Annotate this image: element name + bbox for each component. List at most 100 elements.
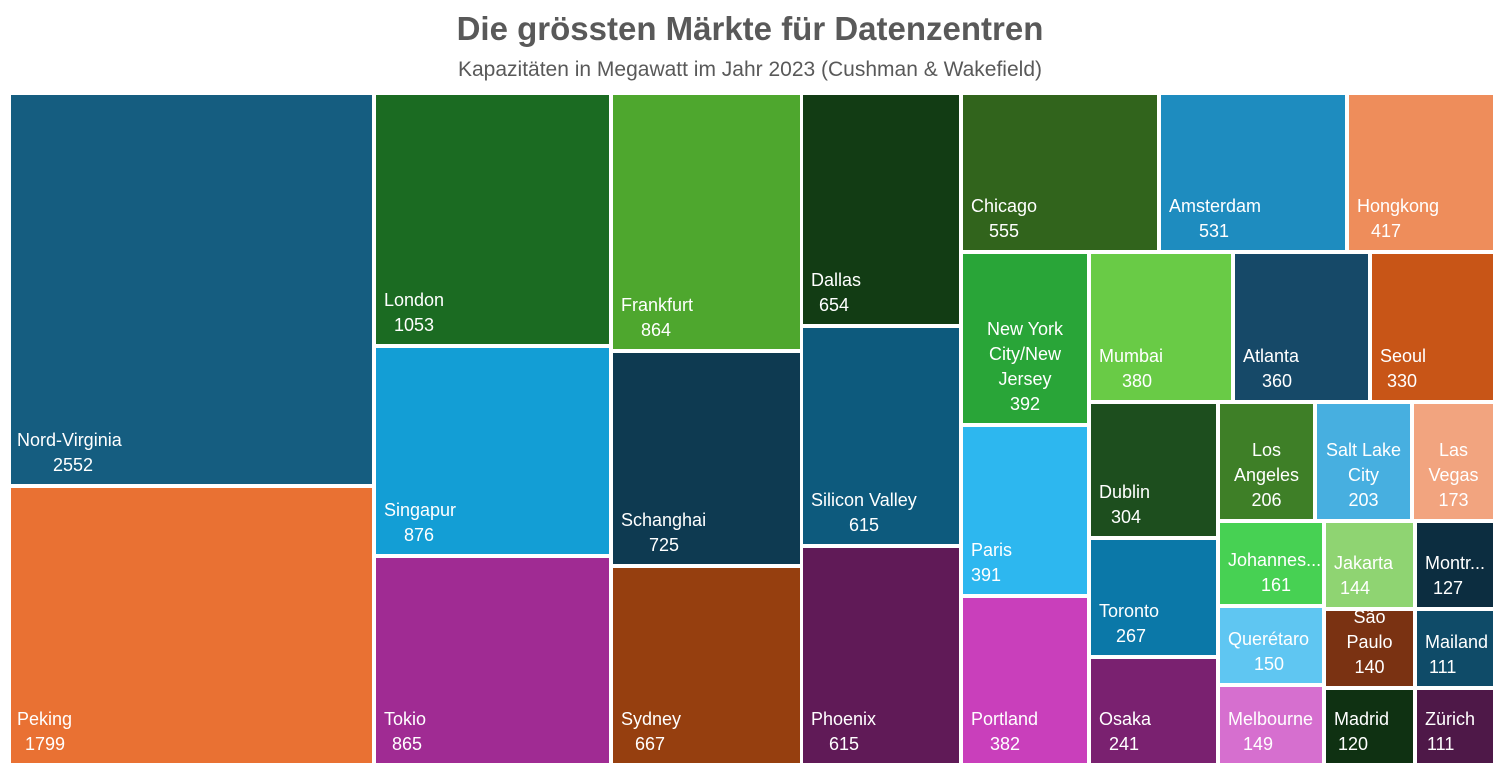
- tile-value: 267: [1116, 626, 1147, 646]
- chart-title: Die grössten Märkte für Datenzentren: [456, 10, 1044, 47]
- treemap-tile-sao-paulo: São Paulo 140: [1323, 608, 1416, 689]
- tile-value: 1053: [394, 315, 435, 335]
- treemap-tile-nord-virginia: Nord-Virginia 2552: [8, 92, 375, 487]
- treemap-tile-peking: Peking 1799: [8, 485, 375, 766]
- tile-label: Mumbai: [1099, 346, 1164, 366]
- tile-value: 144: [1340, 578, 1371, 598]
- tile-value: 417: [1371, 221, 1402, 241]
- tile-label: Frankfurt: [621, 295, 694, 315]
- tile-value: 203: [1348, 490, 1379, 510]
- treemap-tile-johannes: Johannes... 161: [1217, 520, 1325, 607]
- treemap-tile-los-angeles: Los Angeles 206: [1217, 401, 1316, 522]
- tile-label: Jakarta: [1334, 553, 1394, 573]
- treemap-tile-amsterdam: Amsterdam 531: [1158, 92, 1348, 253]
- treemap-tile-singapur: Singapur 876: [373, 345, 612, 557]
- tile-value: 161: [1261, 575, 1292, 595]
- tile-label: Phoenix: [811, 709, 877, 729]
- tile-value: 150: [1254, 654, 1285, 674]
- treemap-tile-chicago: Chicago 555: [960, 92, 1160, 253]
- tile-value: 615: [849, 515, 880, 535]
- tile-label: Johannes...: [1228, 550, 1322, 570]
- tile-label: Singapur: [384, 500, 457, 520]
- treemap-tile-las-vegas: Las Vegas 173: [1411, 401, 1496, 522]
- tile-value: 360: [1262, 371, 1293, 391]
- tile-label: Toronto: [1099, 601, 1160, 621]
- tile-label: Seoul: [1380, 346, 1427, 366]
- tile-value: 667: [635, 734, 666, 754]
- tile-label: Atlanta: [1243, 346, 1300, 366]
- tile-label: Chicago: [971, 196, 1038, 216]
- treemap-tile-dublin: Dublin 304: [1088, 401, 1219, 539]
- chart-subtitle: Kapazitäten in Megawatt im Jahr 2023 (Cu…: [457, 58, 1042, 81]
- treemap-tile-mumbai: Mumbai 380: [1088, 251, 1234, 403]
- tile-value: 2552: [53, 455, 94, 475]
- treemap-tile-toronto: Toronto 267: [1088, 537, 1219, 658]
- treemap-tile-hongkong: Hongkong 417: [1346, 92, 1496, 253]
- treemap-tile-sydney: Sydney 667: [610, 565, 803, 766]
- tile-value: 864: [641, 320, 672, 340]
- tile-label: Tokio: [384, 709, 427, 729]
- tile-value: 391: [971, 565, 1002, 585]
- tile-value: 127: [1433, 578, 1464, 598]
- tile-label: Los Angeles: [1233, 440, 1300, 485]
- tile-value: 330: [1387, 371, 1418, 391]
- tile-value: 725: [649, 535, 680, 555]
- treemap-tile-zurich: Zürich 111: [1414, 687, 1496, 766]
- treemap-tile-montr: Montr... 127: [1414, 520, 1496, 610]
- treemap-tile-tokio: Tokio 865: [373, 555, 612, 766]
- treemap-tile-salt-lake-city: Salt Lake City 203: [1314, 401, 1413, 522]
- treemap-tile-new-york-city-new-jersey: New York City/New Jersey 392: [960, 251, 1090, 426]
- tile-label: Osaka: [1099, 709, 1152, 729]
- treemap-tile-dallas: Dallas 654: [800, 92, 962, 327]
- tile-value: 140: [1354, 657, 1385, 677]
- tile-label: São Paulo: [1346, 608, 1393, 652]
- tile-value: 111: [1429, 657, 1457, 677]
- tile-label: Paris: [971, 540, 1013, 560]
- treemap-tile-seoul: Seoul 330: [1369, 251, 1496, 403]
- tile-value: 111: [1427, 734, 1455, 754]
- tile-label: Madrid: [1334, 709, 1390, 729]
- tile-value: 1799: [25, 734, 66, 754]
- tile-label: Dallas: [811, 270, 862, 290]
- tile-label: Hongkong: [1357, 196, 1440, 216]
- tile-value: 531: [1199, 221, 1230, 241]
- tile-value: 120: [1338, 734, 1369, 754]
- tile-value: 304: [1111, 507, 1142, 527]
- tile-label: Schanghai: [621, 510, 707, 530]
- treemap-tile-atlanta: Atlanta 360: [1232, 251, 1371, 403]
- treemap-tile-paris: Paris 391: [960, 424, 1090, 597]
- treemap-tile-queretaro: Querétaro 150: [1217, 605, 1325, 686]
- tile-value: 241: [1109, 734, 1140, 754]
- tile-label: Portland: [971, 709, 1039, 729]
- tile-value: 876: [404, 525, 435, 545]
- tile-value: 865: [392, 734, 423, 754]
- tile-value: 555: [989, 221, 1020, 241]
- tile-value: 149: [1243, 734, 1274, 754]
- treemap-tile-phoenix: Phoenix 615: [800, 545, 962, 766]
- tile-value: 173: [1438, 490, 1469, 510]
- tile-value: 382: [990, 734, 1021, 754]
- treemap-tile-silicon-valley: Silicon Valley 615: [800, 325, 962, 547]
- treemap-tile-mailand: Mailand 111: [1414, 608, 1496, 689]
- tile-label: Dublin: [1099, 482, 1151, 502]
- treemap-tile-schanghai: Schanghai 725: [610, 350, 803, 567]
- treemap-tile-portland: Portland 382: [960, 595, 1090, 766]
- tile-label: Zürich: [1425, 709, 1476, 729]
- tile-label: Las Vegas: [1428, 440, 1479, 485]
- tile-label: New York City/New Jersey: [986, 319, 1064, 389]
- tile-value: 206: [1251, 490, 1282, 510]
- treemap-tile-madrid: Madrid 120: [1323, 687, 1416, 766]
- tile-label: Montr...: [1425, 553, 1486, 573]
- tile-value: 380: [1122, 371, 1153, 391]
- treemap-tile-jakarta: Jakarta 144: [1323, 520, 1416, 610]
- treemap-tile-osaka: Osaka 241: [1088, 656, 1219, 766]
- tile-label: Silicon Valley: [811, 490, 917, 510]
- tile-value: 654: [819, 295, 850, 315]
- treemap-tile-melbourne: Melbourne 149: [1217, 684, 1325, 766]
- tile-label: Salt Lake City: [1325, 440, 1402, 485]
- treemap-tile-frankfurt: Frankfurt 864: [610, 92, 803, 352]
- tile-label: Peking: [17, 709, 73, 729]
- tile-label: Melbourne: [1228, 709, 1314, 729]
- tile-value: 392: [1009, 394, 1041, 414]
